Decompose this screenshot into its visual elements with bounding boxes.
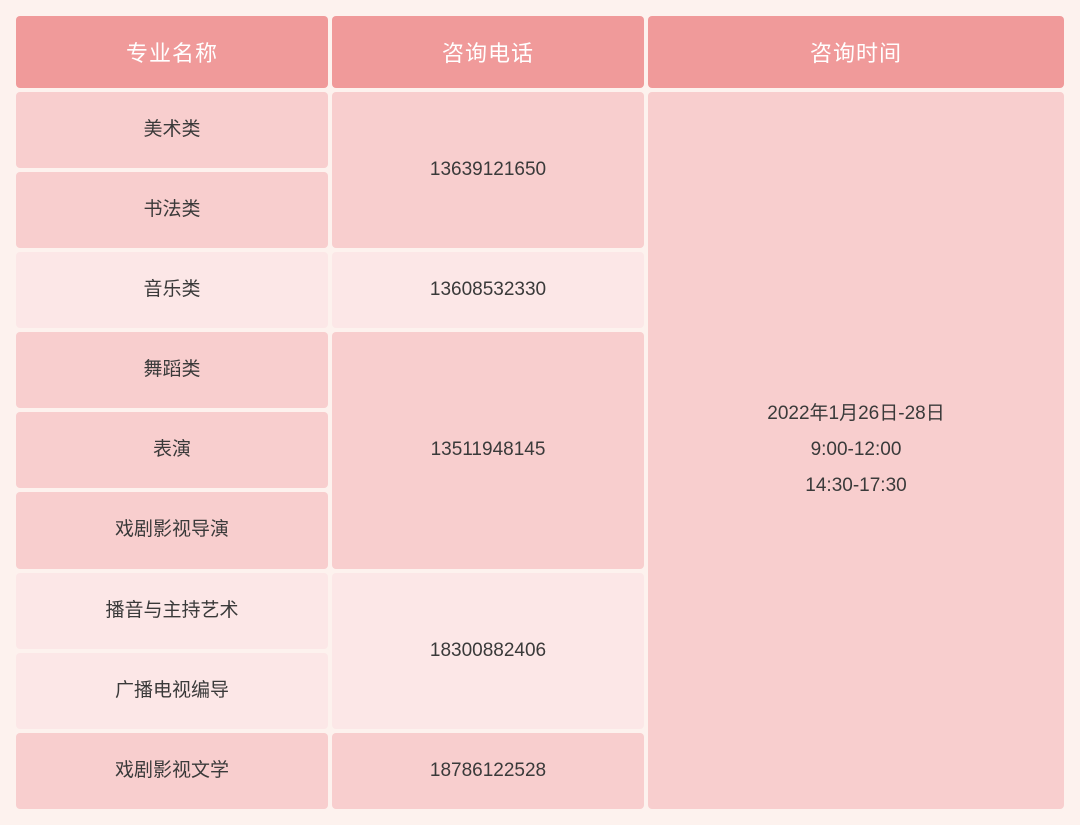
phone-cell: 18786122528 bbox=[332, 733, 644, 809]
major-cell: 广播电视编导 bbox=[16, 653, 328, 729]
major-cell: 书法类 bbox=[16, 172, 328, 248]
phone-cell: 13639121650 bbox=[332, 92, 644, 248]
phone-cell: 18300882406 bbox=[332, 573, 644, 729]
phone-cell: 13511948145 bbox=[332, 332, 644, 568]
time-line-morning: 9:00-12:00 bbox=[656, 432, 1056, 468]
header-time: 咨询时间 bbox=[648, 16, 1064, 88]
major-cell: 音乐类 bbox=[16, 252, 328, 328]
header-phone: 咨询电话 bbox=[332, 16, 644, 88]
major-cell: 表演 bbox=[16, 412, 328, 488]
major-cell: 美术类 bbox=[16, 92, 328, 168]
phone-cell: 13608532330 bbox=[332, 252, 644, 328]
header-major: 专业名称 bbox=[16, 16, 328, 88]
time-line-afternoon: 14:30-17:30 bbox=[656, 468, 1056, 504]
table-header-row: 专业名称 咨询电话 咨询时间 bbox=[16, 16, 1064, 88]
major-cell: 舞蹈类 bbox=[16, 332, 328, 408]
major-cell: 播音与主持艺术 bbox=[16, 573, 328, 649]
major-cell: 戏剧影视文学 bbox=[16, 733, 328, 809]
contact-table: 专业名称 咨询电话 咨询时间 美术类 13639121650 2022年1月26… bbox=[12, 12, 1068, 813]
table-row: 美术类 13639121650 2022年1月26日-28日 9:00-12:0… bbox=[16, 92, 1064, 168]
time-cell: 2022年1月26日-28日 9:00-12:00 14:30-17:30 bbox=[648, 92, 1064, 809]
contact-table-container: 专业名称 咨询电话 咨询时间 美术类 13639121650 2022年1月26… bbox=[12, 12, 1068, 813]
major-cell: 戏剧影视导演 bbox=[16, 492, 328, 568]
time-line-date: 2022年1月26日-28日 bbox=[656, 396, 1056, 432]
